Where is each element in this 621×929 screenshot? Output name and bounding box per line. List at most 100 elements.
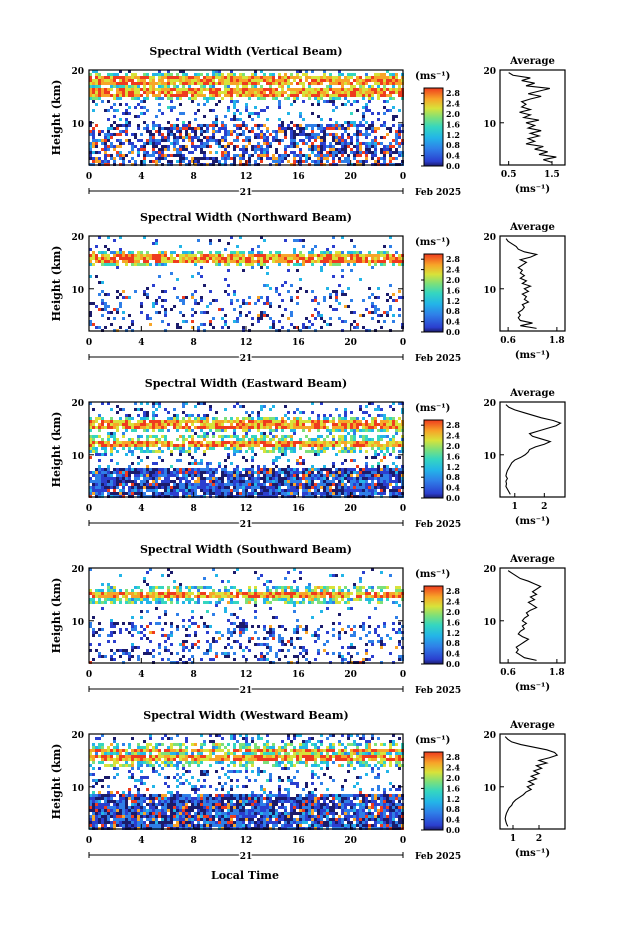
heatmap-cell xyxy=(275,474,278,477)
heatmap-cell xyxy=(230,130,233,133)
heatmap-cell xyxy=(278,127,281,130)
heatmap-cell xyxy=(293,468,296,471)
heatmap-cell xyxy=(185,429,188,432)
heatmap-cell xyxy=(353,254,356,257)
colorbar-tick-label: 0.0 xyxy=(446,161,460,171)
heatmap-cell xyxy=(350,91,353,94)
heatmap-cell xyxy=(227,489,230,492)
heatmap-cell xyxy=(164,139,167,142)
heatmap-cell xyxy=(242,151,245,154)
heatmap-cell xyxy=(140,302,143,305)
heatmap-cell xyxy=(242,420,245,423)
heatmap-cell xyxy=(191,474,194,477)
heatmap-cell xyxy=(302,160,305,163)
heatmap-cell xyxy=(101,254,104,257)
heatmap-cell xyxy=(242,441,245,444)
heatmap-cell xyxy=(104,136,107,139)
heatmap-cell xyxy=(203,145,206,148)
heatmap-cell xyxy=(260,263,263,266)
heatmap-cell xyxy=(197,136,200,139)
heatmap-cell xyxy=(323,142,326,145)
heatmap-cell xyxy=(116,444,119,447)
heatmap-cell xyxy=(380,91,383,94)
heatmap-cell xyxy=(389,489,392,492)
heatmap-cell xyxy=(335,106,338,109)
heatmap-cell xyxy=(203,115,206,118)
heatmap-cell xyxy=(275,290,278,293)
heatmap-cell xyxy=(380,326,383,329)
heatmap-cell xyxy=(155,82,158,85)
heatmap-cell xyxy=(173,486,176,489)
heatmap-cell xyxy=(311,124,314,127)
heatmap-cell xyxy=(386,465,389,468)
heatmap-cell xyxy=(293,417,296,420)
heatmap-cell xyxy=(167,82,170,85)
heatmap-cell xyxy=(152,76,155,79)
heatmap-cell xyxy=(89,311,92,314)
heatmap-cell xyxy=(203,426,206,429)
heatmap-cell xyxy=(260,88,263,91)
heatmap-cell xyxy=(254,480,257,483)
heatmap-cell xyxy=(365,405,368,408)
heatmap-cell xyxy=(158,311,161,314)
heatmap-cell xyxy=(248,112,251,115)
heatmap-cell xyxy=(158,124,161,127)
panel-1: Spectral Width (Northward Beam)2010Heigh… xyxy=(50,211,566,366)
heatmap-cell xyxy=(161,139,164,142)
heatmap-cell xyxy=(278,139,281,142)
heatmap-cell xyxy=(275,151,278,154)
heatmap-cell xyxy=(167,480,170,483)
heatmap-cell xyxy=(95,441,98,444)
heatmap-cell xyxy=(305,127,308,130)
heatmap-cell xyxy=(188,91,191,94)
heatmap-cell xyxy=(170,441,173,444)
heatmap-cell xyxy=(383,85,386,88)
heatmap-cell xyxy=(128,326,131,329)
heatmap-cell xyxy=(239,88,242,91)
heatmap-cell xyxy=(128,477,131,480)
heatmap-cell xyxy=(341,423,344,426)
heatmap-cell xyxy=(323,480,326,483)
heatmap-cell xyxy=(113,444,116,447)
heatmap-cell xyxy=(101,417,104,420)
heatmap-cell xyxy=(311,88,314,91)
heatmap-cell xyxy=(257,142,260,145)
heatmap-cell xyxy=(353,423,356,426)
heatmap-cell xyxy=(152,305,155,308)
heatmap-cell xyxy=(305,76,308,79)
heatmap-cell xyxy=(239,450,242,453)
heatmap-cell xyxy=(266,486,269,489)
heatmap-cell xyxy=(392,124,395,127)
heatmap-cell xyxy=(200,299,203,302)
heatmap-cell xyxy=(257,91,260,94)
heatmap-cell xyxy=(338,254,341,257)
heatmap-cell xyxy=(365,450,368,453)
heatmap-cell xyxy=(134,115,137,118)
heatmap-cell xyxy=(149,323,152,326)
heatmap-cell xyxy=(218,82,221,85)
heatmap-cell xyxy=(326,492,329,495)
heatmap-cell xyxy=(161,97,164,100)
heatmap-cell xyxy=(236,251,239,254)
heatmap-cell xyxy=(320,402,323,405)
heatmap-cell xyxy=(164,91,167,94)
heatmap-cell xyxy=(185,426,188,429)
heatmap-cell xyxy=(107,640,110,643)
heatmap-cell xyxy=(242,426,245,429)
heatmap-cell xyxy=(101,589,104,592)
heatmap-cell xyxy=(161,483,164,486)
heatmap-cell xyxy=(242,489,245,492)
heatmap-cell xyxy=(164,486,167,489)
colorbar-tick-label: 1.2 xyxy=(446,462,460,472)
heatmap-cell xyxy=(122,76,125,79)
heatmap-cell xyxy=(209,136,212,139)
average-x-label: (ms⁻¹) xyxy=(515,516,550,527)
heatmap-cell xyxy=(113,121,116,124)
heatmap-cell xyxy=(155,414,158,417)
heatmap-cell xyxy=(332,447,335,450)
heatmap-cell xyxy=(98,489,101,492)
heatmap-cell xyxy=(101,281,104,284)
heatmap-cell xyxy=(329,263,332,266)
heatmap-cell xyxy=(314,94,317,97)
heatmap-cell xyxy=(245,423,248,426)
